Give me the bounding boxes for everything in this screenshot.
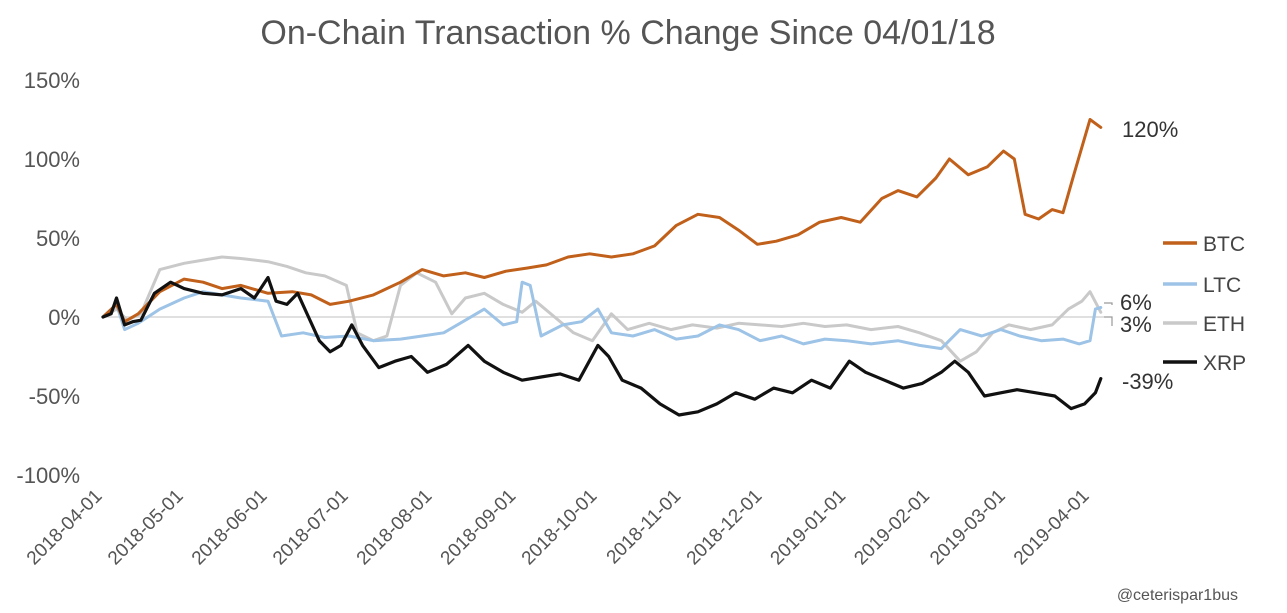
y-tick-label: 0% bbox=[48, 305, 80, 330]
x-tick-label: 2018-04-01 bbox=[23, 486, 107, 570]
end-label-xrp: -39% bbox=[1122, 369, 1173, 394]
ltc-label-connector bbox=[1104, 302, 1113, 305]
x-tick-label: 2019-01-01 bbox=[767, 486, 851, 570]
series-group bbox=[101, 118, 1103, 417]
end-label-eth: 3% bbox=[1120, 312, 1152, 337]
y-tick-label: 150% bbox=[24, 68, 80, 93]
x-tick-label: 2019-04-01 bbox=[1010, 486, 1094, 570]
x-tick-label: 2018-06-01 bbox=[188, 486, 272, 570]
series-line-ltc bbox=[101, 280, 1103, 351]
x-tick-label: 2018-10-01 bbox=[518, 486, 602, 570]
x-tick-label: 2018-09-01 bbox=[437, 486, 521, 570]
legend-label-xrp: XRP bbox=[1203, 352, 1246, 375]
series-line-btc bbox=[101, 118, 1103, 324]
end-label-btc: 120% bbox=[1122, 117, 1178, 142]
series-line-eth bbox=[101, 255, 1103, 363]
y-tick-label: 100% bbox=[24, 147, 80, 172]
chart-title: On-Chain Transaction % Change Since 04/0… bbox=[260, 14, 995, 52]
eth-label-connector bbox=[1104, 316, 1113, 326]
x-tick-label: 2018-07-01 bbox=[269, 486, 353, 570]
x-tick-label: 2018-12-01 bbox=[683, 486, 767, 570]
legend: BTC LTC ETH XRP bbox=[1163, 233, 1246, 375]
x-tick-label: 2018-08-01 bbox=[353, 486, 437, 570]
y-tick-label: -100% bbox=[16, 463, 80, 488]
x-tick-label: 2019-03-01 bbox=[926, 486, 1010, 570]
series-line-xrp bbox=[101, 275, 1103, 417]
credit-text: @ceterispar1bus bbox=[1117, 587, 1238, 604]
x-tick-label: 2018-05-01 bbox=[104, 486, 188, 570]
end-label-ltc: 6% bbox=[1120, 290, 1152, 315]
legend-label-eth: ETH bbox=[1203, 313, 1245, 336]
x-tick-label: 2019-02-01 bbox=[850, 486, 934, 570]
y-axis: 150% 100% 50% 0% -50% -100% bbox=[16, 68, 80, 488]
y-tick-label: -50% bbox=[29, 384, 80, 409]
end-labels: 120% 6%3% -39% bbox=[1104, 117, 1178, 394]
legend-label-ltc: LTC bbox=[1203, 274, 1241, 297]
y-tick-label: 50% bbox=[36, 226, 80, 251]
legend-label-btc: BTC bbox=[1203, 233, 1245, 256]
x-tick-label: 2018-11-01 bbox=[603, 486, 686, 569]
